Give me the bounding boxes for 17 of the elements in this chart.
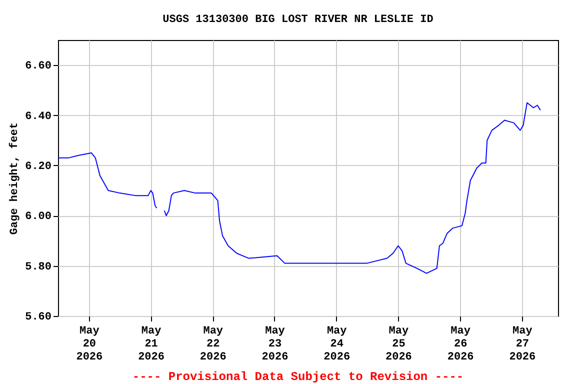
text: ---- Provisional Data Subject to Revision ----: [132, 370, 464, 384]
x-tick-label: May 23 2026: [262, 326, 288, 364]
y-tick-label: 6.40: [25, 110, 52, 123]
chart-title: USGS 13130300 BIG LOST RIVER NR LESLIE ID: [162, 14, 434, 26]
y-tick-label: 6.20: [25, 160, 52, 173]
x-tick-label: May 27 2026: [509, 326, 536, 364]
y-tick-label: 5.80: [25, 261, 52, 274]
y-axis-title: Gage height, feet: [8, 122, 22, 235]
x-tick-label: May 25 2026: [386, 326, 412, 364]
x-tick-label: May 24 2026: [324, 326, 350, 364]
x-tick-label: May 22 2026: [200, 326, 226, 364]
x-tick-label: May 20 2026: [76, 326, 103, 364]
y-tick-label: 5.60: [25, 312, 52, 324]
y-tick-label: 6.00: [25, 211, 52, 224]
y-tick-label: 6.60: [25, 60, 52, 73]
x-tick-label: May 26 2026: [447, 326, 474, 364]
x-tick-label: May 21 2026: [138, 326, 164, 364]
